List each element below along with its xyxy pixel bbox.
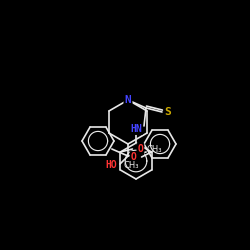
Text: S: S (164, 107, 172, 117)
Text: O: O (138, 144, 143, 154)
Text: CH₃: CH₃ (124, 160, 139, 170)
Text: N: N (124, 95, 132, 105)
Text: HN: HN (130, 124, 142, 134)
Text: O: O (131, 152, 136, 162)
Text: HO: HO (105, 160, 117, 170)
Text: CH₃: CH₃ (146, 144, 162, 154)
